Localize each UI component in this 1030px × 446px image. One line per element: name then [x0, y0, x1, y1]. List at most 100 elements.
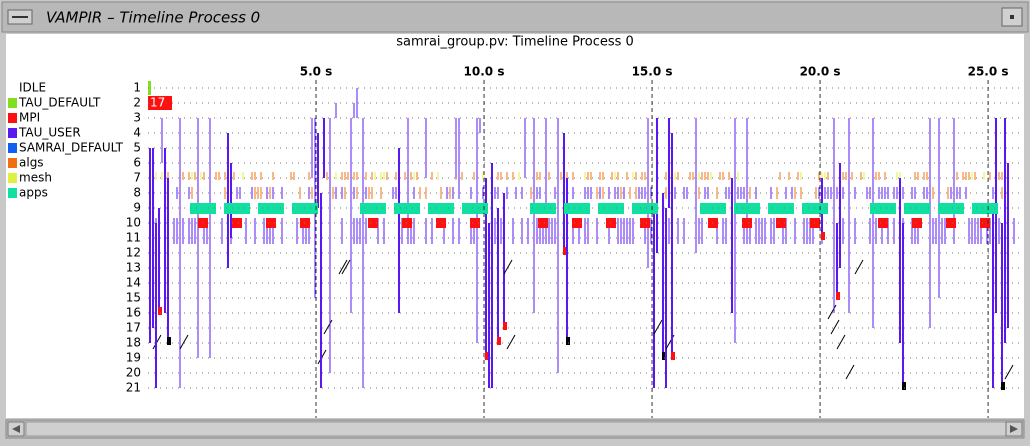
- trace-apps: [462, 203, 488, 214]
- arrow-left: [12, 425, 20, 433]
- row-label: 5: [133, 141, 141, 155]
- message-arrow: [503, 259, 513, 275]
- row-label: 11: [126, 231, 141, 245]
- row-label: 21: [126, 381, 141, 395]
- minimize-icon: [1010, 15, 1014, 19]
- trace-apps: [972, 203, 998, 214]
- legend-swatch: [8, 158, 17, 168]
- trace-apps: [938, 203, 964, 214]
- message-arrow: [836, 334, 846, 350]
- x-tick-label: 10.0 s: [464, 65, 505, 79]
- trace-apps: [700, 203, 726, 214]
- trace-mpi: [232, 218, 242, 228]
- message-arrow: [1004, 364, 1014, 380]
- legend-swatch: [8, 173, 17, 183]
- trace-mpi: [742, 218, 752, 228]
- trace: 17: [148, 81, 1015, 390]
- legend-label: mesh: [19, 171, 52, 185]
- trace-mpi: [497, 337, 501, 345]
- trace-mpi: [402, 218, 412, 228]
- row-label: 19: [126, 351, 141, 365]
- row-label: 10: [126, 216, 141, 230]
- legend-label: apps: [19, 186, 48, 200]
- row-label: 2: [133, 96, 141, 110]
- trace-apps: [802, 203, 828, 214]
- legend-label: TAU_USER: [18, 126, 81, 140]
- trace-apps: [224, 203, 250, 214]
- message-arrow: [323, 319, 333, 335]
- trace-mpi: [167, 337, 171, 345]
- trace-apps: [768, 203, 794, 214]
- trace-mpi: [671, 352, 675, 360]
- trace-mpi: [538, 218, 548, 228]
- legend-label: MPI: [19, 111, 40, 125]
- legend-label: algs: [19, 156, 44, 170]
- trace-mpi: [566, 337, 570, 345]
- trace-mpi: [572, 218, 582, 228]
- row-label: 16: [126, 306, 141, 320]
- message-arrow: [854, 259, 864, 275]
- highlight-label: 17: [150, 96, 165, 110]
- trace-apps: [258, 203, 284, 214]
- message-arrow: [506, 334, 516, 350]
- row-label: 17: [126, 321, 141, 335]
- trace-apps: [904, 203, 930, 214]
- trace-mpi: [946, 218, 956, 228]
- legend-swatch: [8, 113, 17, 123]
- x-tick-label: 25.0 s: [968, 65, 1009, 79]
- trace-apps: [360, 203, 386, 214]
- legend-swatch: [8, 98, 17, 108]
- row-label: 13: [126, 261, 141, 275]
- trace-apps: [632, 203, 658, 214]
- trace-mpi: [485, 352, 489, 360]
- message-arrow: [845, 364, 855, 380]
- trace-mpi: [266, 218, 276, 228]
- trace-mpi: [158, 307, 162, 315]
- row-label: 15: [126, 291, 141, 305]
- trace-mpi: [902, 382, 906, 390]
- trace-apps: [394, 203, 420, 214]
- trace-mpi: [912, 218, 922, 228]
- title-bar: [1, 1, 1029, 33]
- trace-mpi: [1001, 382, 1005, 390]
- row-label: 8: [133, 186, 141, 200]
- trace-mpi: [836, 292, 840, 300]
- trace-mpi: [470, 218, 480, 228]
- row-label: 6: [133, 156, 141, 170]
- legend-label: TAU_DEFAULT: [18, 96, 101, 110]
- trace-mpi: [503, 322, 507, 330]
- trace-mpi: [662, 352, 666, 360]
- row-label: 7: [133, 171, 141, 185]
- legend-label: IDLE: [19, 81, 46, 95]
- legend-swatch: [8, 143, 17, 153]
- row-label: 4: [133, 126, 141, 140]
- message-arrow: [653, 319, 663, 335]
- row-label: 14: [126, 276, 141, 290]
- legend-swatch: [8, 128, 17, 138]
- trace-mpi: [436, 218, 446, 228]
- trace-apps: [530, 203, 556, 214]
- trace-mpi: [640, 218, 650, 228]
- timeline-title: samrai_group.pv: Timeline Process 0: [396, 35, 634, 50]
- message-arrow: [179, 334, 189, 350]
- message-arrow: [341, 259, 351, 275]
- legend-label: SAMRAI_DEFAULT: [19, 141, 124, 155]
- trace-mpi: [810, 218, 820, 228]
- row-label: 1: [133, 81, 141, 95]
- row-label: 12: [126, 246, 141, 260]
- scroll-thumb[interactable]: [25, 421, 1007, 437]
- trace-apps: [564, 203, 590, 214]
- row-label: 20: [126, 366, 141, 380]
- message-arrow: [338, 259, 348, 275]
- trace-mpi: [878, 218, 888, 228]
- trace-mpi: [821, 232, 825, 240]
- trace-apps: [870, 203, 896, 214]
- row-label: 3: [133, 111, 141, 125]
- arrow-right: [1010, 425, 1018, 433]
- trace-mpi: [368, 218, 378, 228]
- window-title: VAMPIR – Timeline Process 0: [46, 9, 260, 27]
- trace-apps: [734, 203, 760, 214]
- trace-apps: [428, 203, 454, 214]
